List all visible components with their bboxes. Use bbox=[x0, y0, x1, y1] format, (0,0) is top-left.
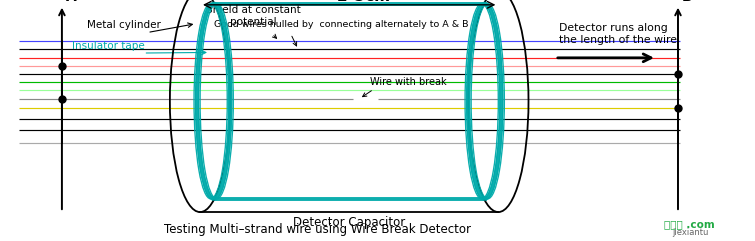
Text: 2–5cm: 2–5cm bbox=[337, 0, 391, 4]
Text: Detector Capacitor: Detector Capacitor bbox=[293, 216, 405, 229]
Text: 接线图 .com: 接线图 .com bbox=[664, 219, 715, 229]
Text: Detector runs along
the length of the wire: Detector runs along the length of the wi… bbox=[559, 23, 676, 45]
Text: B: B bbox=[682, 0, 692, 4]
Text: Good wires nulled by  connecting alternately to A & B: Good wires nulled by connecting alternat… bbox=[214, 20, 469, 29]
Text: Metal cylinder: Metal cylinder bbox=[87, 20, 161, 30]
Text: jiexiantu: jiexiantu bbox=[672, 228, 708, 237]
Text: Wire with break: Wire with break bbox=[370, 77, 446, 87]
Text: Shield at constant
potential: Shield at constant potential bbox=[205, 5, 300, 27]
Text: A: A bbox=[66, 0, 76, 4]
Text: Testing Multi–strand wire using Wire Break Detector: Testing Multi–strand wire using Wire Bre… bbox=[164, 223, 470, 236]
Text: Insulator tape: Insulator tape bbox=[72, 41, 144, 51]
